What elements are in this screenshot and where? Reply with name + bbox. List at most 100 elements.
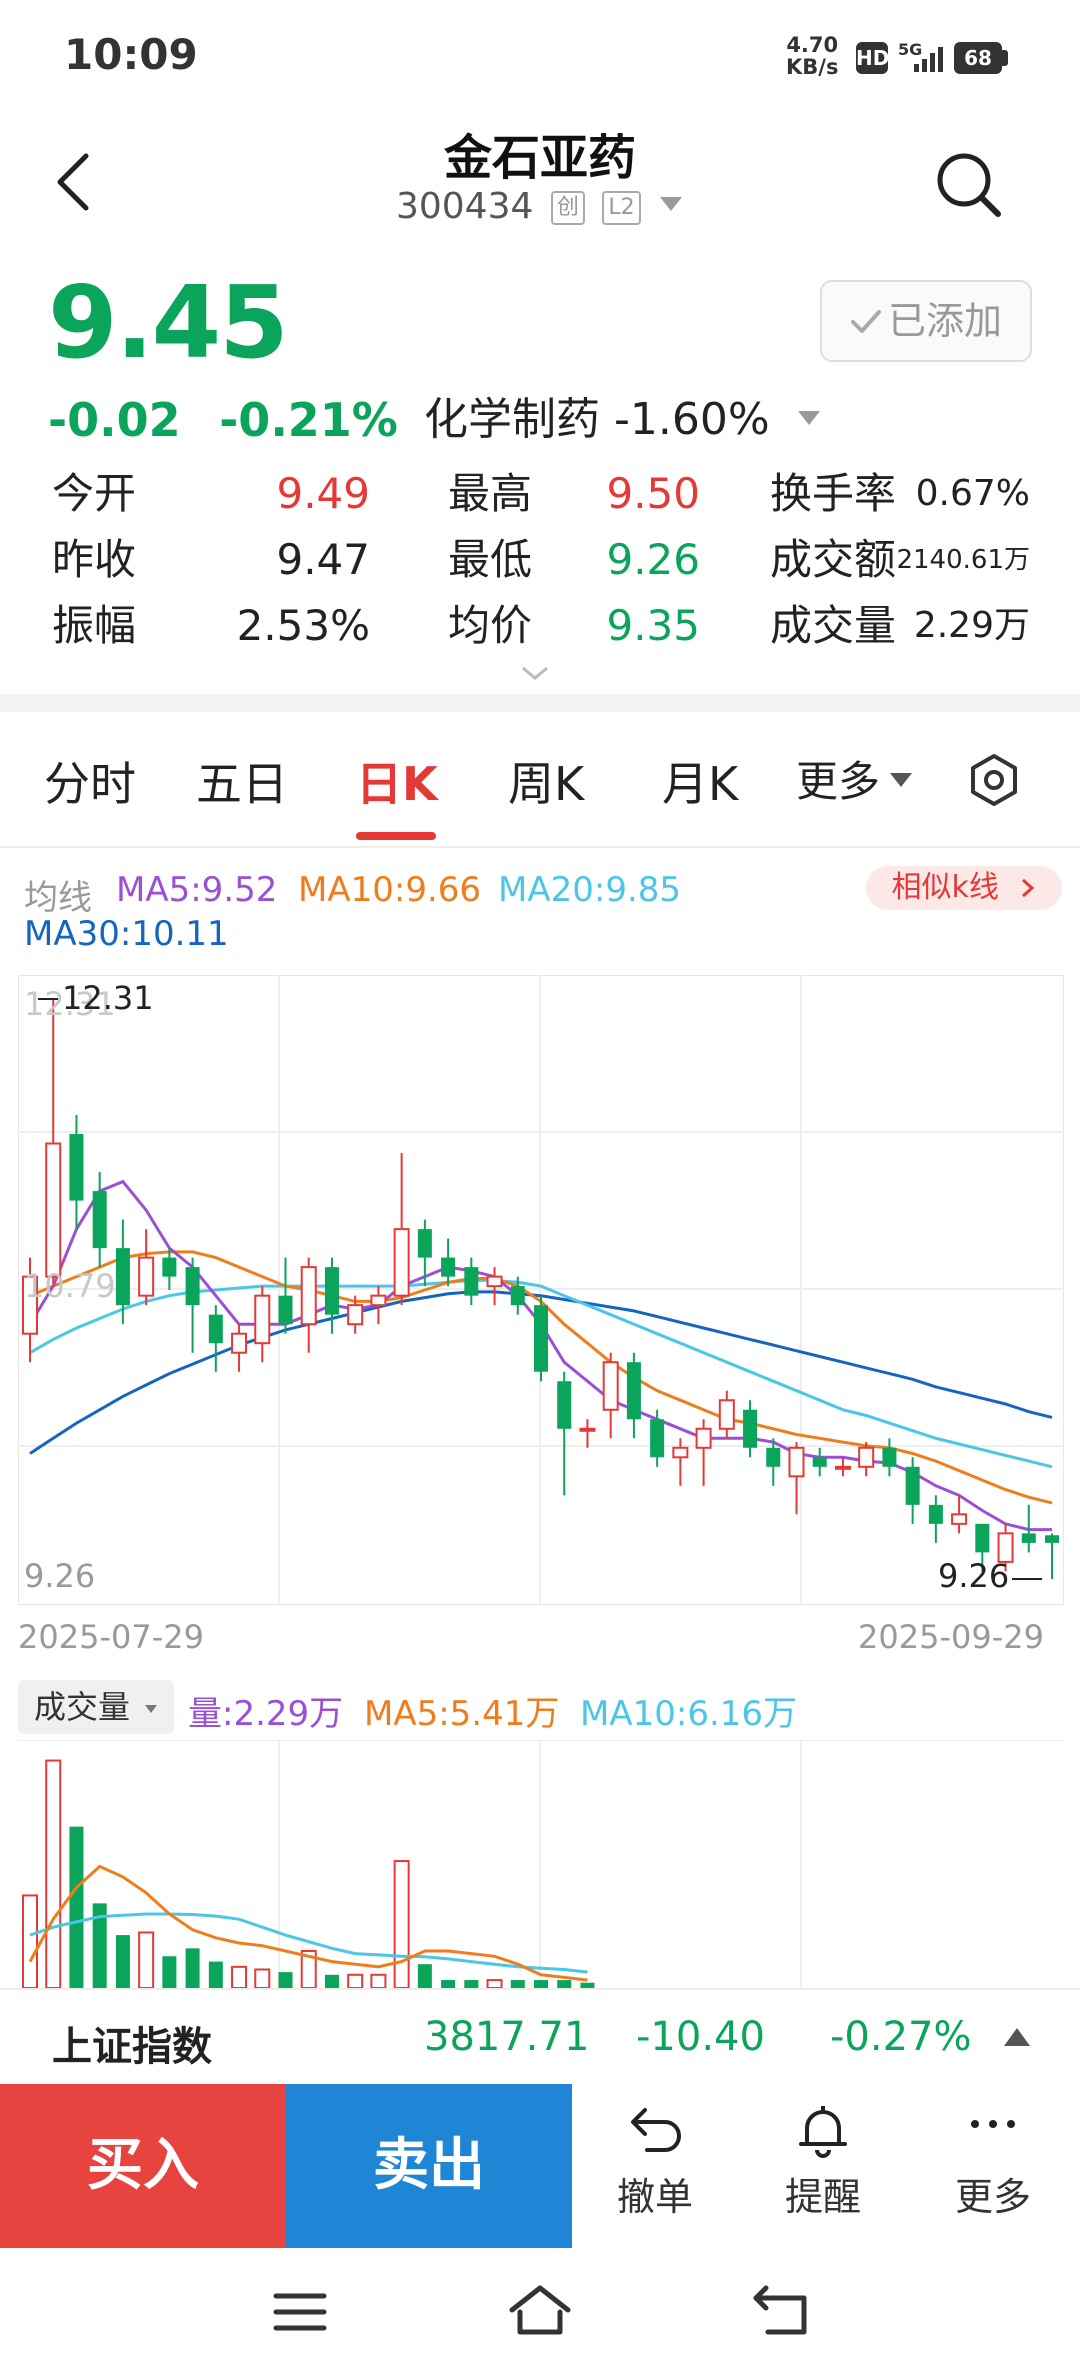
stat-value: 9.35	[606, 601, 700, 650]
volume-bar	[580, 1982, 595, 1988]
candle	[185, 1257, 200, 1353]
cancel-order-button[interactable]: 撤单	[580, 2100, 730, 2221]
candle	[905, 1457, 920, 1524]
index-ticker-bar[interactable]	[0, 1988, 1080, 2086]
candle	[1021, 1504, 1036, 1553]
candle	[208, 1305, 223, 1372]
cancel-order-label: 撤单	[616, 2175, 693, 2219]
candle	[743, 1400, 758, 1458]
candle	[1045, 1533, 1059, 1579]
candle-body	[579, 1427, 596, 1432]
candle-body	[22, 1275, 38, 1335]
added-to-watchlist-button[interactable]: 已添加	[820, 280, 1032, 362]
candle-body	[185, 1267, 200, 1306]
tab-3[interactable]: 周K	[508, 757, 585, 811]
candle	[162, 1248, 177, 1290]
candle-body	[138, 1256, 155, 1297]
back-arrow-icon	[57, 153, 89, 211]
candle-body	[278, 1295, 293, 1325]
candle	[557, 1371, 572, 1496]
network-speed-value: 4.70	[786, 33, 839, 57]
candle-body	[45, 1142, 62, 1278]
stat-label: 最高	[448, 469, 533, 518]
volume-selector-label: 成交量	[34, 1688, 131, 1726]
volume-bar	[486, 1979, 503, 1988]
more-actions-button[interactable]: 更多	[918, 2100, 1068, 2221]
sector-name: 化学制药	[424, 394, 600, 445]
candle	[626, 1352, 641, 1439]
candle	[324, 1257, 339, 1334]
candle	[650, 1409, 665, 1467]
stock-name[interactable]: 金石亚药	[443, 130, 636, 186]
alert-button[interactable]: 提醒	[748, 2100, 898, 2221]
similar-k-button[interactable]: 相似k线	[866, 866, 1062, 910]
volume-bar	[208, 1961, 223, 1988]
section-divider	[0, 694, 1080, 712]
volume-indicator-selector[interactable]: 成交量	[18, 1680, 174, 1734]
volume-chart[interactable]	[18, 1740, 1064, 1988]
price-change-pct: -0.21%	[219, 393, 398, 447]
candlestick-chart[interactable]: 12.31 10.79 9.26 12.31 9.26	[18, 975, 1064, 1605]
back-nav-icon[interactable]	[752, 2284, 810, 2338]
check-icon	[850, 310, 881, 333]
candle	[695, 1419, 712, 1486]
volume-bar	[464, 1980, 479, 1988]
candle	[882, 1438, 897, 1477]
expand-chevron-icon[interactable]	[520, 664, 550, 682]
candle	[254, 1286, 271, 1363]
tab-4[interactable]: 月K	[662, 757, 739, 811]
expand-up-icon[interactable]	[1002, 2026, 1032, 2048]
sell-button[interactable]: 卖出	[286, 2084, 572, 2248]
candle-body	[695, 1427, 712, 1449]
tab-2[interactable]: 日K	[356, 757, 438, 811]
candle-body	[834, 1465, 851, 1470]
candle-body	[602, 1361, 619, 1411]
candle	[788, 1442, 805, 1515]
candle-body	[534, 1305, 548, 1372]
active-tab-indicator	[356, 832, 436, 840]
volume-bar	[254, 1968, 271, 1988]
candle-body	[254, 1294, 271, 1345]
candle	[858, 1442, 875, 1477]
stat-label: 振幅	[52, 601, 137, 650]
candle-body	[92, 1191, 107, 1249]
more-dots-icon	[971, 2120, 1015, 2128]
candle-body	[882, 1447, 897, 1467]
candle	[278, 1257, 293, 1334]
candle	[441, 1238, 456, 1287]
stock-code: 300434	[395, 186, 534, 227]
buy-button[interactable]: 买入	[0, 2084, 286, 2248]
stat-value: 9.50	[606, 469, 700, 518]
candle	[534, 1295, 548, 1382]
volume-bar	[45, 1759, 62, 1988]
candle-body	[951, 1513, 968, 1525]
tab-1[interactable]: 五日	[196, 757, 288, 811]
change-row: -0.02 -0.21%	[48, 390, 422, 450]
volume-bar	[534, 1980, 548, 1988]
system-nav-bar	[0, 2248, 1080, 2376]
candle-body	[115, 1248, 130, 1306]
current-price: 9.45	[48, 264, 289, 381]
stock-code-row[interactable]: 300434 创 L2	[0, 186, 1080, 227]
back-button[interactable]	[48, 150, 108, 214]
signal-icon: 5G	[898, 40, 948, 76]
stat-value: 2.53%	[236, 601, 370, 650]
sector-info[interactable]: 化学制药 -1.60%	[424, 390, 822, 450]
candle-body	[464, 1267, 479, 1296]
bell-icon	[799, 2106, 847, 2158]
stat-label: 昨收	[52, 535, 137, 584]
candle-body	[393, 1228, 410, 1297]
battery-level: 68	[964, 46, 992, 70]
search-button[interactable]	[932, 148, 1004, 220]
menu-icon[interactable]	[272, 2288, 328, 2336]
home-icon[interactable]	[508, 2282, 572, 2338]
volume-bar	[347, 1973, 364, 1988]
tab-0[interactable]: 分时	[44, 757, 136, 811]
volume-bar	[324, 1974, 339, 1988]
candle-body	[486, 1275, 503, 1288]
chart-settings-button[interactable]	[966, 752, 1022, 808]
tab-5[interactable]: 更多	[796, 757, 881, 806]
candle-body	[905, 1466, 920, 1505]
y-axis-bottom-label: 9.26	[24, 1557, 95, 1595]
candle	[92, 1172, 107, 1268]
